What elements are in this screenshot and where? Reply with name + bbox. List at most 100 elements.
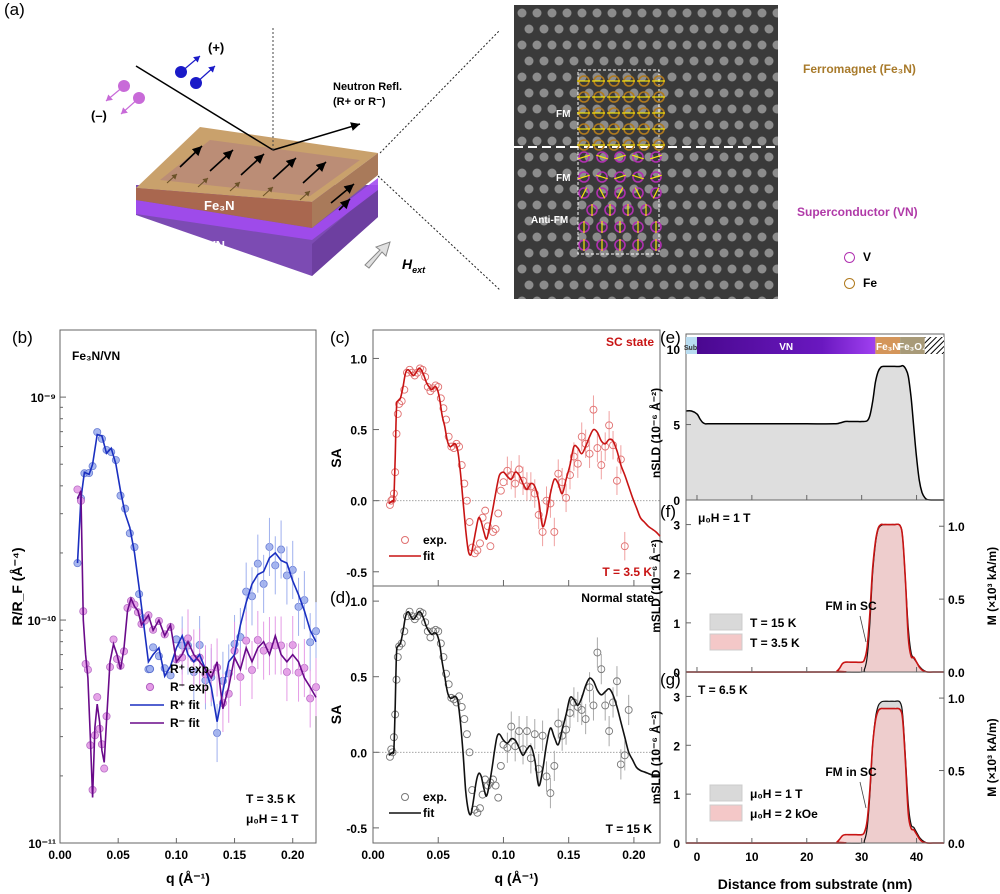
lattice-atom <box>637 296 647 299</box>
small-spin-arrows <box>166 173 311 201</box>
lattice-atom <box>577 8 587 18</box>
panel-label-a: (a) <box>4 0 25 19</box>
lattice-atom <box>704 280 714 290</box>
lattice-atom <box>584 120 594 130</box>
y-tick-label: 1.0 <box>350 595 367 609</box>
exp-point <box>593 444 602 452</box>
lattice-atom <box>772 136 778 146</box>
y-tick-label: 0.0 <box>350 746 367 760</box>
lattice-atom <box>577 264 587 274</box>
schematic-diagram <box>105 28 500 291</box>
lattice-atom <box>734 248 744 258</box>
lattice-atom <box>727 136 737 146</box>
legend-swatch <box>709 804 743 822</box>
lattice-atom <box>584 56 594 66</box>
lattice-atom <box>742 136 752 146</box>
lattice-atom <box>584 248 594 258</box>
lattice-atom <box>757 232 767 242</box>
lattice-atom <box>749 56 759 66</box>
lattice-atom <box>547 136 557 146</box>
annotation-temperature: T = 3.5 K <box>246 792 296 806</box>
msld-line <box>685 523 944 673</box>
lattice-atom <box>742 104 752 114</box>
neutron-beam-reflected <box>272 122 361 151</box>
chart-f: 0 1 2 3 0.0 0.5 1.0 mSLD (10⁻⁶ Å⁻²) M (×10³ kA/m… <box>648 499 999 680</box>
lattice-atom <box>734 280 744 290</box>
lattice-atom <box>659 248 669 258</box>
lattice-atom <box>727 104 737 114</box>
legend-text: fit <box>423 549 434 563</box>
lattice-atom <box>697 232 707 242</box>
lattice-atom <box>772 40 778 50</box>
exp-point <box>624 706 633 714</box>
lattice-atom <box>554 216 564 226</box>
lattice-atom <box>607 8 617 18</box>
lattice-atom <box>697 8 707 18</box>
lattice-atom <box>757 296 767 299</box>
lattice-atom <box>674 120 684 130</box>
exp-point <box>491 525 500 534</box>
lattice-atom <box>712 40 722 50</box>
lattice-atom <box>682 168 692 178</box>
exp-point <box>388 748 397 757</box>
exp-point <box>386 752 394 761</box>
exp-point <box>476 804 484 813</box>
exp-point <box>421 618 430 627</box>
lattice-atom <box>667 200 677 210</box>
lattice-atom <box>674 248 684 258</box>
layer-bar-segment <box>924 337 944 354</box>
lattice-atom <box>539 56 549 66</box>
panel-annotation: μ₀H = 1 T <box>698 511 751 525</box>
lattice-atom <box>719 56 729 66</box>
y-tick-label: -0.5 <box>346 822 367 836</box>
lattice-atom <box>599 24 609 34</box>
lattice-atom <box>562 72 572 82</box>
lattice-atom <box>524 120 534 130</box>
lattice-atom <box>607 232 617 242</box>
lattice-atom <box>532 104 542 114</box>
v-atom-marker <box>578 187 590 199</box>
y-axis-label: nSLD (10⁻⁶ Å⁻²) <box>648 388 663 478</box>
lattice-atom <box>667 168 677 178</box>
lattice-atom <box>629 24 639 34</box>
lattice-atom <box>644 88 654 98</box>
external-field-arrow-icon <box>364 241 391 269</box>
lattice-atom <box>592 200 602 210</box>
annotation-field: μ₀H = 1 T <box>246 812 299 826</box>
exp-point <box>434 627 443 636</box>
lattice-atom <box>667 264 677 274</box>
v-atom-marker <box>596 187 608 199</box>
lattice-atom <box>637 232 647 242</box>
lattice-atom <box>712 8 722 18</box>
lattice-atom <box>524 56 534 66</box>
msld-line <box>686 700 944 844</box>
fe3n-layer-label: Fe₃N <box>204 198 235 213</box>
lattice-atom <box>772 8 778 18</box>
exp-point <box>573 459 582 468</box>
v-atom-marker <box>614 171 626 183</box>
lattice-atom <box>622 40 632 50</box>
lattice-atom <box>742 72 752 82</box>
lattice-atom <box>697 136 707 146</box>
lattice-atom <box>584 24 594 34</box>
lattice-atom <box>667 104 677 114</box>
y-tick-label: 0 <box>673 837 680 851</box>
lattice-atom <box>569 216 579 226</box>
lattice-atom <box>659 216 669 226</box>
lattice-atom <box>584 280 594 290</box>
lattice-atom <box>667 72 677 82</box>
exp-point <box>483 522 492 531</box>
hext-sub: ext <box>412 264 426 275</box>
lattice-atom <box>644 280 654 290</box>
v-spin-arrow <box>650 174 662 180</box>
lattice-atom <box>682 8 692 18</box>
lattice-atom <box>764 280 774 290</box>
lattice-atom <box>719 280 729 290</box>
lattice-atom <box>562 232 572 242</box>
chart-b-title: Fe₃N/VN <box>72 349 120 363</box>
y-axis-label: mSLD (10⁻⁶ Å⁻²) <box>648 539 663 633</box>
lattice-atom <box>712 168 722 178</box>
lattice-atom <box>734 120 744 130</box>
lattice-atom <box>719 88 729 98</box>
lattice-atom <box>637 200 647 210</box>
